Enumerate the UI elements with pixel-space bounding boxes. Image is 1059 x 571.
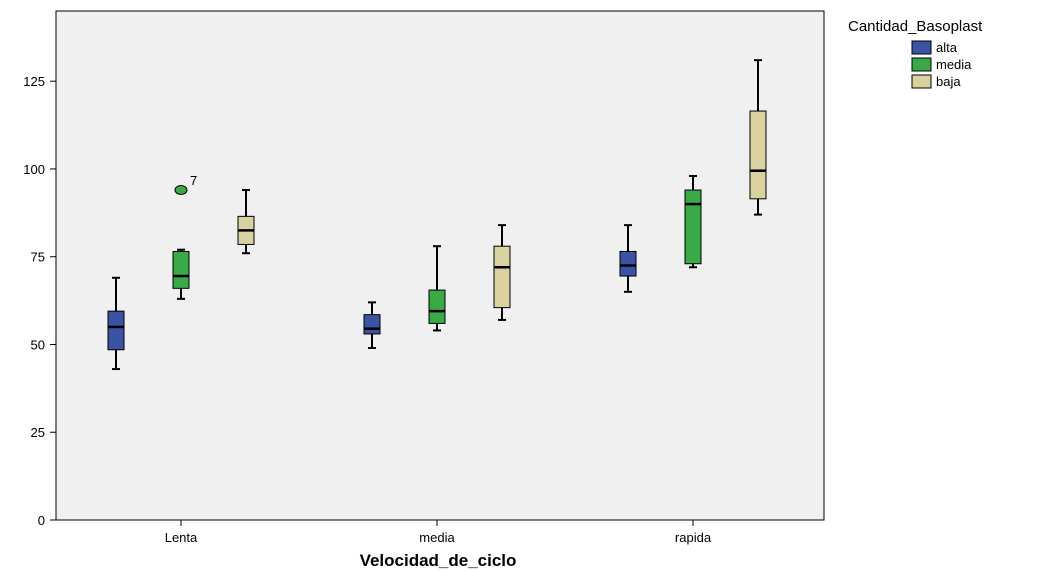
outlier-label: 7 [190,173,197,188]
box-alta-Lenta [107,276,125,371]
legend-label-media: media [936,57,972,72]
box-rect [363,314,381,335]
x-axis-title: Velocidad_de_ciclo [360,551,517,570]
box-media-Lenta: 7 [172,173,197,300]
box-media-media [428,245,446,332]
y-axis: 0 25 50 75 100 125 [23,74,56,528]
box-rect [428,289,446,324]
y-tick-label: 0 [38,513,45,528]
box-rect [493,245,511,309]
x-tick-label: media [419,530,455,545]
y-tick-label: 25 [31,425,45,440]
y-tick-label: 125 [23,74,45,89]
box-baja-rapida [749,59,767,216]
box-rect [749,110,767,200]
box-rect [107,310,125,351]
x-tick-label: Lenta [165,530,198,545]
legend: Cantidad_Basoplast alta media baja [848,18,983,89]
legend-label-baja: baja [936,74,961,89]
box-alta-rapida [619,224,637,293]
y-tick-label: 50 [31,337,45,352]
legend-swatch-alta [911,40,932,55]
box-alta-media [363,301,381,349]
box-rect [172,250,190,289]
x-tick-label: rapida [675,530,712,545]
y-tick-label: 100 [23,162,45,177]
box-rect [684,189,702,265]
outlier-point [174,185,188,196]
y-tick-label: 75 [31,250,45,265]
box-baja-Lenta [237,189,255,255]
box-rect [619,250,637,277]
box-group: 7 [107,59,767,371]
legend-swatch-media [911,57,932,72]
box-media-rapida [684,174,702,269]
plot-area [55,10,825,521]
legend-swatch-baja [911,74,932,89]
legend-title: Cantidad_Basoplast [848,18,983,35]
x-axis: Lenta media rapida [165,520,712,545]
legend-label-alta: alta [936,40,958,55]
box-baja-media [493,224,511,321]
